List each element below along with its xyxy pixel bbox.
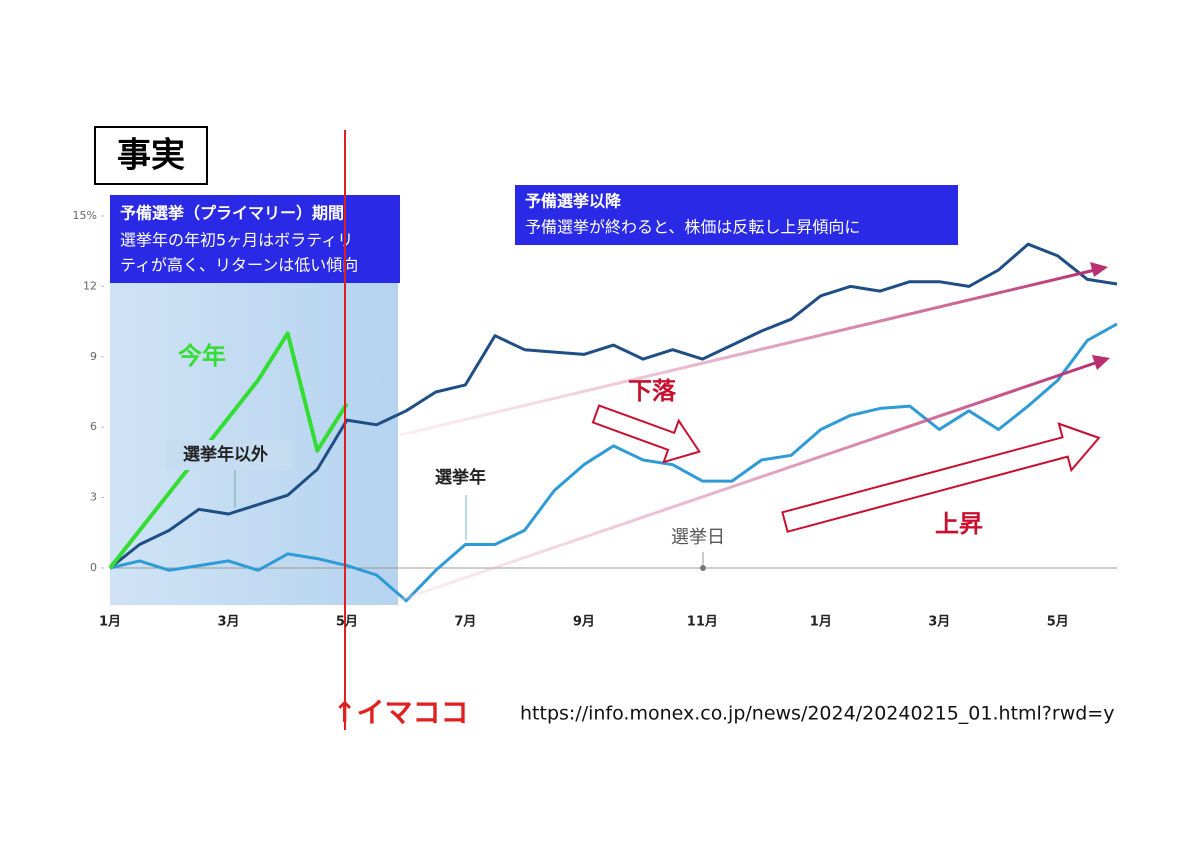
x-tick-label: 3月 bbox=[217, 615, 239, 630]
label-bg bbox=[165, 440, 293, 470]
y-tick-label: 12 bbox=[83, 279, 97, 292]
rise-label: 上昇 bbox=[935, 510, 983, 538]
primary-line: ティが高く、リターンは低い傾向 bbox=[120, 256, 358, 275]
election-dot bbox=[700, 565, 706, 571]
fall-arrow bbox=[591, 404, 701, 464]
x-tick-label: 7月 bbox=[454, 615, 476, 630]
primary-line: 選挙年の年初5ヶ月はボラティリ bbox=[120, 231, 353, 250]
series-line bbox=[109, 242, 1118, 570]
series-line bbox=[108, 331, 349, 570]
arrow-head bbox=[1092, 355, 1110, 370]
rise-arrow bbox=[781, 422, 1101, 533]
primary-box bbox=[110, 195, 400, 283]
now-label: ↑イマココ bbox=[333, 696, 468, 729]
source: https://info.monex.co.jp/news/2024/20240… bbox=[520, 703, 1114, 725]
primary-title: 予備選挙（プライマリー）期間 bbox=[120, 204, 344, 223]
trend-arrow bbox=[399, 268, 1096, 437]
y-tick-label: 0 bbox=[90, 561, 97, 574]
y-tick-label: 15% bbox=[73, 209, 97, 222]
series-line bbox=[109, 322, 1118, 603]
election-day: 選挙日 bbox=[671, 527, 725, 548]
y-tick-label: 6 bbox=[90, 420, 97, 433]
after-title: 予備選挙以降 bbox=[525, 192, 622, 211]
badge-box bbox=[94, 126, 208, 185]
y-tick-label: 3 bbox=[90, 491, 97, 504]
after-box bbox=[515, 185, 958, 245]
series-label: 今年 bbox=[178, 342, 226, 370]
x-tick-label: 9月 bbox=[573, 615, 595, 630]
series-label: 選挙年以外 bbox=[183, 444, 268, 465]
x-tick-label: 5月 bbox=[1047, 615, 1069, 630]
trend-arrow bbox=[399, 360, 1099, 602]
x-tick-label: 11月 bbox=[687, 615, 718, 630]
series-label: 選挙年 bbox=[435, 467, 486, 488]
fall-label: 下落 bbox=[628, 377, 677, 405]
badge: 事実 bbox=[117, 136, 185, 176]
x-tick-label: 3月 bbox=[928, 615, 950, 630]
x-tick-label: 1月 bbox=[99, 615, 121, 630]
x-tick-label: 1月 bbox=[810, 615, 832, 630]
arrow-head bbox=[1090, 262, 1108, 277]
y-tick-label: 9 bbox=[90, 350, 97, 363]
x-tick-label: 5月 bbox=[336, 615, 358, 630]
after-line: 予備選挙が終わると、株価は反転し上昇傾向に bbox=[525, 218, 860, 237]
